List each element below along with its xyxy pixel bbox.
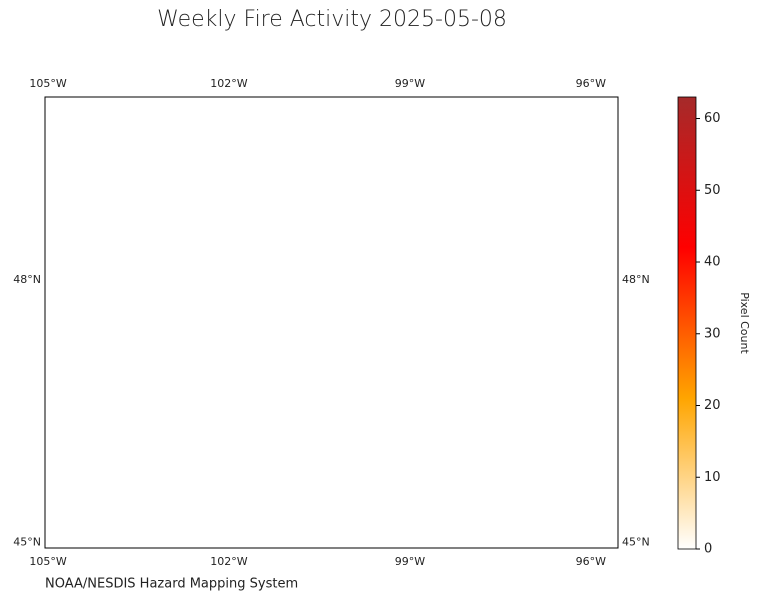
x-tick-label: 99°W <box>395 555 425 568</box>
x-tick-label: 96°W <box>576 77 606 90</box>
y-tick-label: 48°N <box>13 273 41 286</box>
colorbar-tick-label: 40 <box>704 255 721 270</box>
colorbar-tick-label: 50 <box>704 183 721 198</box>
y-tick-label: 45°N <box>622 536 650 549</box>
x-tick-label: 96°W <box>576 555 606 568</box>
colorbar <box>677 96 697 550</box>
y-tick-label: 45°N <box>13 536 41 549</box>
x-tick-label: 102°W <box>210 77 247 90</box>
colorbar-label: Pixel Count <box>738 292 751 354</box>
colorbar-tick-label: 20 <box>704 398 721 413</box>
x-tick-label: 102°W <box>210 555 247 568</box>
source: NOAA/NESDIS Hazard Mapping System <box>45 577 298 592</box>
colorbar-tick-label: 60 <box>704 111 721 126</box>
x-tick-label: 99°W <box>395 77 425 90</box>
colorbar-tick-label: 10 <box>704 470 721 485</box>
map-frame <box>44 96 619 549</box>
map-title: Weekly Fire Activity 2025-05-08 <box>157 7 507 32</box>
colorbar-tick-label: 0 <box>704 542 712 557</box>
y-tick-label: 48°N <box>622 273 650 286</box>
x-tick-label: 105°W <box>29 77 66 90</box>
colorbar-tick-label: 30 <box>704 326 721 341</box>
x-tick-label: 105°W <box>29 555 66 568</box>
